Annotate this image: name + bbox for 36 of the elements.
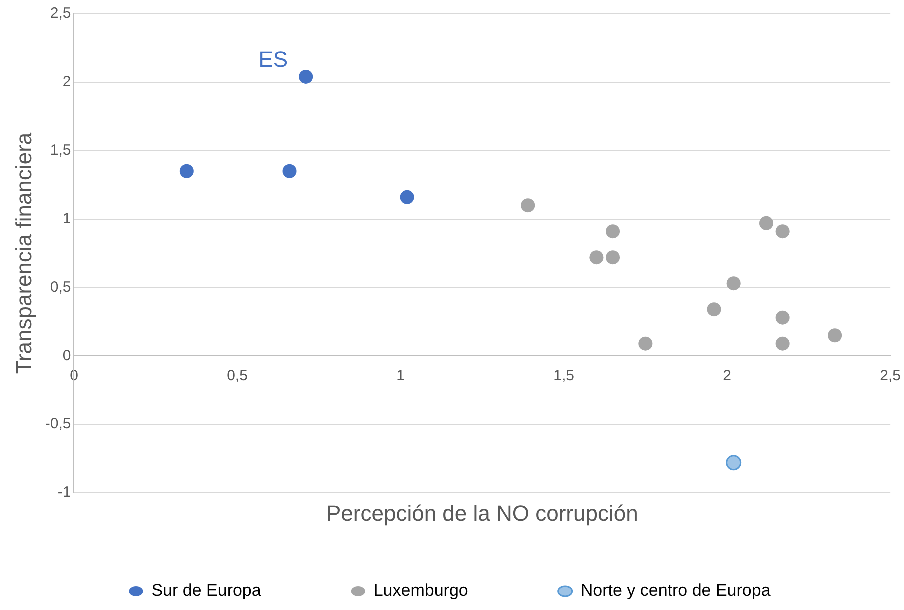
point: [606, 250, 620, 265]
point: [606, 224, 620, 239]
legend-label: Norte y centro de Europa: [580, 581, 772, 600]
y-tick-label: 2,5: [50, 5, 72, 22]
y-tick-label: 1: [62, 210, 72, 228]
point: [776, 336, 790, 351]
point: [759, 216, 774, 230]
point: [521, 198, 536, 213]
y-tick-label: -0,5: [45, 416, 72, 433]
legend-label: Sur de Europa: [152, 581, 262, 600]
y-tick-label: 1,5: [50, 142, 72, 159]
legend-label: Luxemburgo: [374, 581, 468, 600]
point: [707, 302, 722, 317]
point: [776, 310, 790, 325]
y-axis-title: Transparencia financiera: [11, 132, 36, 374]
x-axis-title: Percepción de la NO corrupción: [326, 501, 638, 526]
point: [726, 455, 742, 471]
point: [282, 164, 297, 178]
x-tick-label: 1: [396, 367, 405, 384]
point: [400, 190, 414, 204]
x-tick-label: 1,5: [554, 367, 574, 384]
annotation: ES: [258, 47, 288, 72]
x-tick-label: 2,5: [880, 367, 902, 384]
point: [726, 276, 741, 291]
point: [299, 70, 314, 84]
y-tick-label: 0: [62, 347, 72, 364]
x-tick-label: 2: [723, 367, 732, 384]
point: [638, 336, 653, 351]
point: [590, 250, 604, 265]
y-tick-label: 0,5: [50, 278, 72, 296]
x-tick-label: 0,5: [227, 367, 248, 384]
y-tick-label: -1: [58, 484, 72, 502]
point: [776, 224, 790, 239]
y-tick-label: 2: [62, 74, 72, 91]
point: [828, 328, 842, 343]
point: [180, 164, 194, 178]
